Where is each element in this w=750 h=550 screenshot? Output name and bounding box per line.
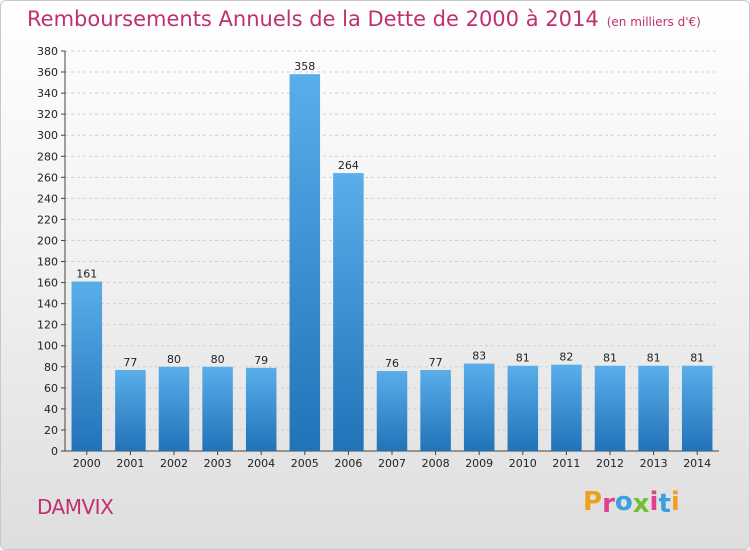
bar [289,74,321,451]
logo-letter: i [649,487,659,517]
y-tick-label: 140 [37,298,58,311]
y-tick-label: 380 [37,45,58,58]
y-tick-label: 360 [37,66,58,79]
bar-value-label: 80 [167,353,181,366]
chart-title: Remboursements Annuels de la Dette de 20… [27,7,727,31]
logo-letter: P [583,487,603,517]
bar-value-label: 77 [429,356,443,369]
bar-value-label: 82 [559,351,573,364]
bar [681,365,713,451]
y-tick-label: 300 [37,129,58,142]
logo-letter: t [658,489,671,519]
bar [245,367,277,451]
x-tick-label: 2006 [334,457,362,470]
logo-letter: i [670,487,680,517]
bar-value-label: 83 [472,350,486,363]
x-tick-label: 2007 [378,457,406,470]
x-tick-label: 2010 [509,457,537,470]
proxiti-logo: Proxiti [583,487,680,519]
x-tick-label: 2003 [204,457,232,470]
bar [507,365,539,451]
bar [376,371,408,451]
x-tick-label: 2005 [291,457,319,470]
y-tick-label: 180 [37,256,58,269]
bar-value-label: 77 [123,356,137,369]
bar-value-label: 358 [294,60,315,73]
bar-value-label: 264 [338,159,359,172]
bar-value-label: 80 [211,353,225,366]
bar-value-label: 81 [690,352,704,365]
bar [594,365,626,451]
y-tick-label: 260 [37,171,58,184]
y-tick-label: 80 [44,361,58,374]
x-tick-label: 2012 [596,457,624,470]
x-tick-label: 2008 [422,457,450,470]
y-tick-label: 20 [44,424,58,437]
y-tick-label: 60 [44,382,58,395]
logo-letter: o [614,487,633,517]
bar-value-label: 79 [254,354,268,367]
bar [158,366,190,451]
x-tick-label: 2001 [116,457,144,470]
logo-letter: r [602,489,615,519]
x-tick-label: 2014 [683,457,711,470]
logo-letter: x [632,489,650,519]
y-tick-label: 200 [37,234,58,247]
x-tick-label: 2004 [247,457,275,470]
bar [71,281,103,451]
y-tick-label: 240 [37,192,58,205]
labels: 0 20 40 60 80 100 120 140 160 180 200 220 240 260 280 3… [37,45,711,470]
y-tick-label: 120 [37,319,58,332]
y-tick-label: 0 [51,445,58,458]
bar [115,369,146,451]
bars [71,74,713,451]
bar [463,363,495,451]
y-tick-label: 100 [37,340,58,353]
x-tick-label: 2002 [160,457,188,470]
y-tick-label: 220 [37,213,58,226]
bar [420,369,451,451]
y-tick-label: 340 [37,87,58,100]
bar-value-label: 76 [385,357,399,370]
bar-value-label: 81 [516,352,530,365]
y-tick-label: 160 [37,277,58,290]
y-tick-label: 40 [44,403,58,416]
bar [551,364,582,451]
y-tick-label: 280 [37,150,58,163]
x-tick-label: 2011 [552,457,580,470]
bar-value-label: 161 [76,268,97,281]
x-tick-label: 2013 [640,457,668,470]
bar-value-label: 81 [603,352,617,365]
chart-title-text: Remboursements Annuels de la Dette de 20… [27,7,599,31]
bar-value-label: 81 [647,352,661,365]
bar [333,173,364,451]
x-tick-label: 2009 [465,457,493,470]
chart-unit: (en milliers d'€) [606,15,701,29]
commune-name: DAMVIX [37,495,114,519]
bar [638,365,669,451]
x-tick-label: 2000 [73,457,101,470]
bar [202,366,233,451]
y-tick-label: 320 [37,108,58,121]
